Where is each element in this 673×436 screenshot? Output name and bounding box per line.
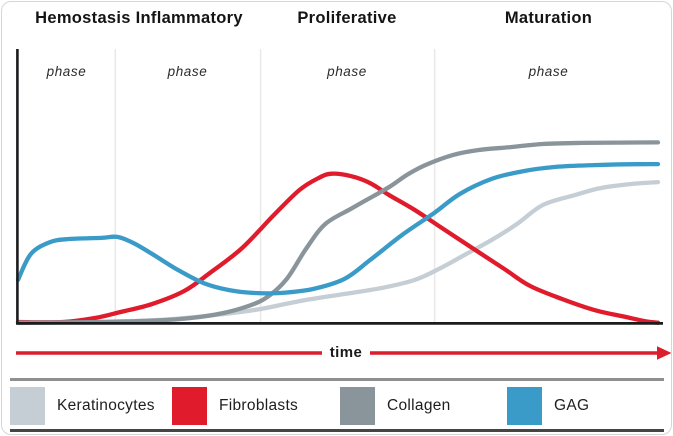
phase-sublabel-1: phase bbox=[46, 64, 87, 79]
phase-title-maturation: Maturation bbox=[504, 9, 593, 27]
phase-sublabel-3: phase bbox=[327, 64, 367, 79]
legend-item-fibroblasts: Fibroblasts bbox=[172, 387, 298, 425]
legend-label: GAG bbox=[554, 397, 590, 414]
legend-item-collagen: Collagen bbox=[340, 387, 451, 425]
gag-color-swatch bbox=[507, 387, 542, 425]
phase-sublabel-4: phase bbox=[528, 64, 569, 79]
legend-label: Collagen bbox=[387, 397, 451, 414]
phase-title-hemostasis-inflammatory: Hemostasis Inflammatory bbox=[35, 9, 243, 27]
legend-label: Keratinocytes bbox=[57, 397, 155, 414]
phase-sublabel-2: phase bbox=[167, 64, 208, 79]
legend-label: Fibroblasts bbox=[219, 397, 299, 414]
legend-item-gag: GAG bbox=[507, 387, 589, 425]
time-axis-label: time bbox=[322, 344, 370, 361]
collagen-color-swatch bbox=[340, 387, 375, 425]
phase-title-proliferative: Proliferative bbox=[297, 9, 397, 27]
legend-bottom-divider bbox=[10, 429, 664, 432]
keratinocytes-color-swatch bbox=[10, 387, 45, 425]
legend-top-divider bbox=[10, 378, 664, 381]
legend-item-keratinocytes: Keratinocytes bbox=[10, 387, 155, 425]
fibroblasts-color-swatch bbox=[172, 387, 207, 425]
